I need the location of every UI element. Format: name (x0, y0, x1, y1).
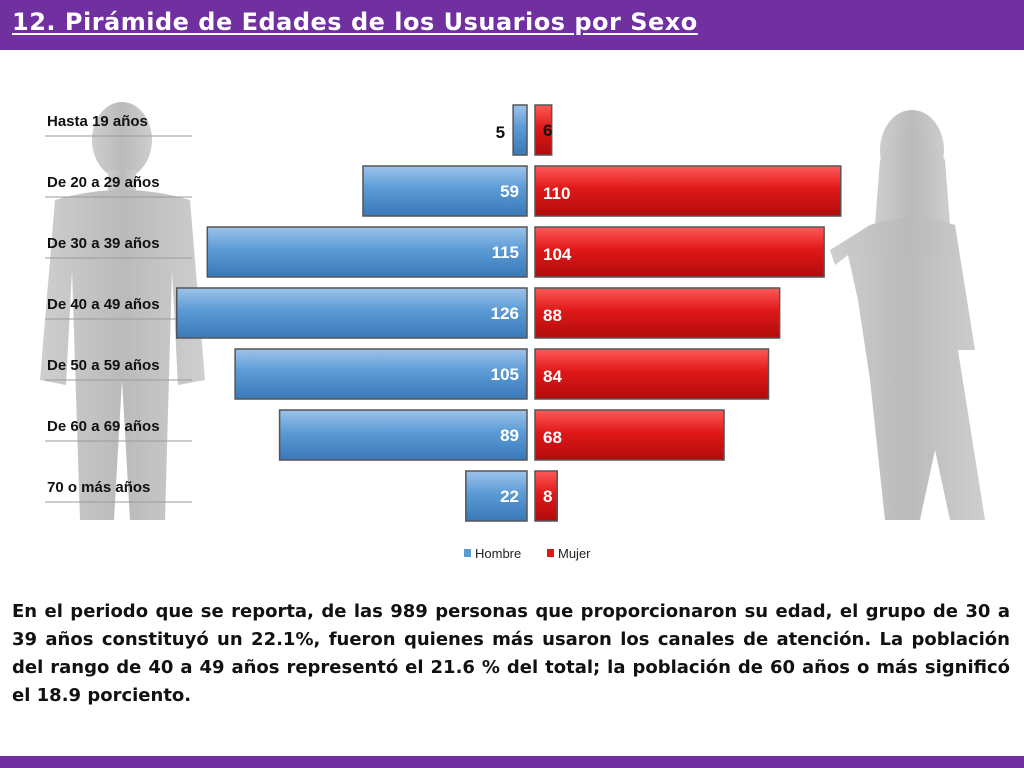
category-label: De 50 a 59 años (47, 357, 160, 374)
value-label-hombre: 105 (491, 365, 519, 384)
man-silhouette-icon (40, 102, 205, 520)
legend-swatch-hombre (464, 549, 471, 557)
age-pyramid-chart: Hasta 19 años De 20 a 29 años De 30 a 39 a… (40, 102, 985, 561)
category-label: De 60 a 69 años (47, 418, 160, 435)
bar-hombre (206, 226, 528, 278)
value-label-mujer: 6 (543, 121, 552, 140)
value-label-hombre: 115 (492, 243, 519, 262)
value-label-hombre: 126 (491, 304, 519, 323)
category-label: De 20 a 29 años (47, 174, 160, 191)
bar-mujer (534, 287, 781, 339)
value-label-mujer: 68 (543, 428, 562, 447)
bar-mujer (534, 226, 825, 278)
category-label: De 40 a 49 años (47, 296, 160, 313)
legend-swatch-mujer (547, 549, 554, 557)
value-label-mujer: 104 (543, 245, 572, 264)
category-label: 70 o más años (47, 479, 150, 496)
woman-silhouette-icon (830, 110, 985, 520)
legend-label-mujer: Mujer (558, 546, 591, 561)
bar-hombre (512, 104, 528, 156)
page-title: 12. Pirámide de Edades de los Usuarios p… (12, 8, 698, 36)
value-label-mujer: 84 (543, 367, 562, 386)
category-label: De 30 a 39 años (47, 235, 160, 252)
title-bar: 12. Pirámide de Edades de los Usuarios p… (0, 0, 1024, 50)
value-label-mujer: 110 (543, 184, 570, 203)
bar-mujer (534, 409, 725, 461)
value-label-hombre: 5 (496, 123, 505, 142)
legend-label-hombre: Hombre (475, 546, 521, 561)
category-label: Hasta 19 años (47, 113, 148, 130)
bar-mujer (534, 104, 553, 156)
bar-hombre (465, 470, 528, 522)
bar-mujer (534, 348, 770, 400)
summary-paragraph: En el periodo que se reporta, de las 989… (12, 601, 1010, 706)
value-label-hombre: 89 (500, 426, 519, 445)
value-label-mujer: 88 (543, 306, 562, 325)
value-label-hombre: 59 (500, 182, 519, 201)
bar-hombre (362, 165, 528, 217)
bar-mujer (534, 470, 558, 522)
footer-bar (0, 756, 1024, 768)
value-label-hombre: 22 (500, 487, 519, 506)
bar-hombre (278, 409, 528, 461)
value-label-mujer: 8 (543, 487, 552, 506)
bar-mujer (534, 165, 842, 217)
bar-hombre (234, 348, 528, 400)
bar-hombre (175, 287, 528, 339)
